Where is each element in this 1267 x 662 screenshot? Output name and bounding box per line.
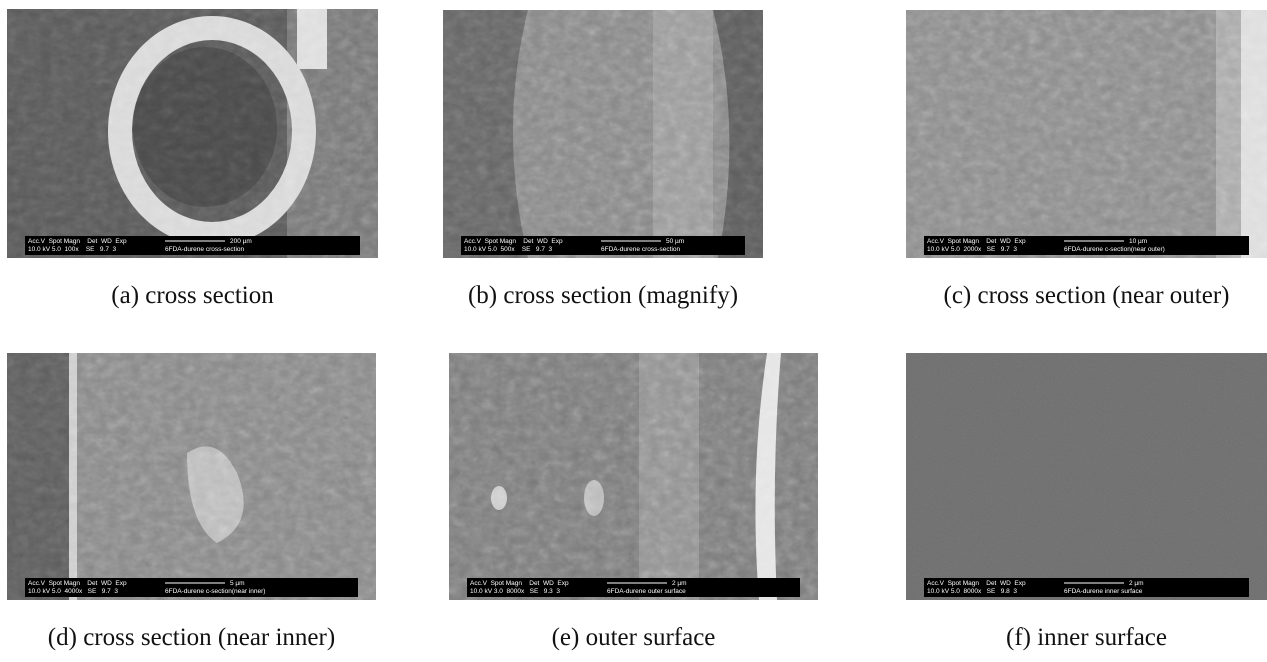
sample-name: 6FDA-durene c-section(near outer) <box>1064 246 1165 253</box>
info-header: Acc.V Spot Magn Det WD Exp <box>28 580 127 587</box>
scale-label: 2 µm <box>672 580 687 587</box>
texture <box>906 10 1267 258</box>
texture <box>906 353 1267 600</box>
caption: (b) cross section (magnify) <box>468 282 738 310</box>
sem-image: Acc.V Spot Magn Det WD Exp 10.0 kV 3.0 8… <box>449 353 818 600</box>
texture <box>443 10 763 258</box>
sem-image: Acc.V Spot Magn Det WD Exp 10.0 kV 5.0 1… <box>7 9 378 258</box>
sample-name: 6FDA-durene cross-section <box>601 246 680 253</box>
figure: Acc.V Spot Magn Det WD Exp 10.0 kV 5.0 1… <box>0 0 1267 662</box>
sample-name: 6FDA-durene cross-section <box>165 246 244 253</box>
info-settings: 10.0 kV 5.0 4000x SE 9.7 3 <box>28 588 118 595</box>
info-header: Acc.V Spot Magn Det WD Exp <box>927 238 1026 245</box>
info-settings: 10.0 kV 5.0 8000x SE 9.8 3 <box>927 588 1017 595</box>
texture <box>7 9 378 258</box>
scale-label: 200 µm <box>230 238 252 245</box>
caption: (e) outer surface <box>552 624 716 652</box>
info-settings: 10.0 kV 5.0 2000x SE 9.7 3 <box>927 246 1017 253</box>
sem-image: Acc.V Spot Magn Det WD Exp 10.0 kV 5.0 2… <box>906 10 1267 258</box>
info-settings: 10.0 kV 5.0 500x SE 9.7 3 <box>464 246 553 253</box>
caption: (a) cross section <box>111 282 273 310</box>
sample-name: 6FDA-durene inner surface <box>1064 588 1143 595</box>
scale-label: 10 µm <box>1129 238 1147 245</box>
scale-label: 50 µm <box>666 238 684 245</box>
caption: (f) inner surface <box>1006 624 1167 652</box>
sample-name: 6FDA-durene c-section(near inner) <box>165 588 265 595</box>
caption: (d) cross section (near inner) <box>48 624 335 652</box>
info-header: Acc.V Spot Magn Det WD Exp <box>927 580 1026 587</box>
caption: (c) cross section (near outer) <box>944 282 1230 310</box>
texture <box>7 353 376 600</box>
info-header: Acc.V Spot Magn Det WD Exp <box>28 238 127 245</box>
info-settings: 10.0 kV 3.0 8000x SE 9.3 3 <box>470 588 560 595</box>
sample-name: 6FDA-durene outer surface <box>607 588 686 595</box>
sem-image: Acc.V Spot Magn Det WD Exp 10.0 kV 5.0 4… <box>7 353 376 600</box>
info-header: Acc.V Spot Magn Det WD Exp <box>470 580 569 587</box>
texture <box>449 353 818 600</box>
info-settings: 10.0 kV 5.0 100x SE 9.7 3 <box>28 246 117 253</box>
info-header: Acc.V Spot Magn Det WD Exp <box>464 238 563 245</box>
scale-label: 5 µm <box>230 580 245 587</box>
sem-image: Acc.V Spot Magn Det WD Exp 10.0 kV 5.0 5… <box>443 10 763 258</box>
sem-image: Acc.V Spot Magn Det WD Exp 10.0 kV 5.0 8… <box>906 353 1267 600</box>
scale-label: 2 µm <box>1129 580 1144 587</box>
